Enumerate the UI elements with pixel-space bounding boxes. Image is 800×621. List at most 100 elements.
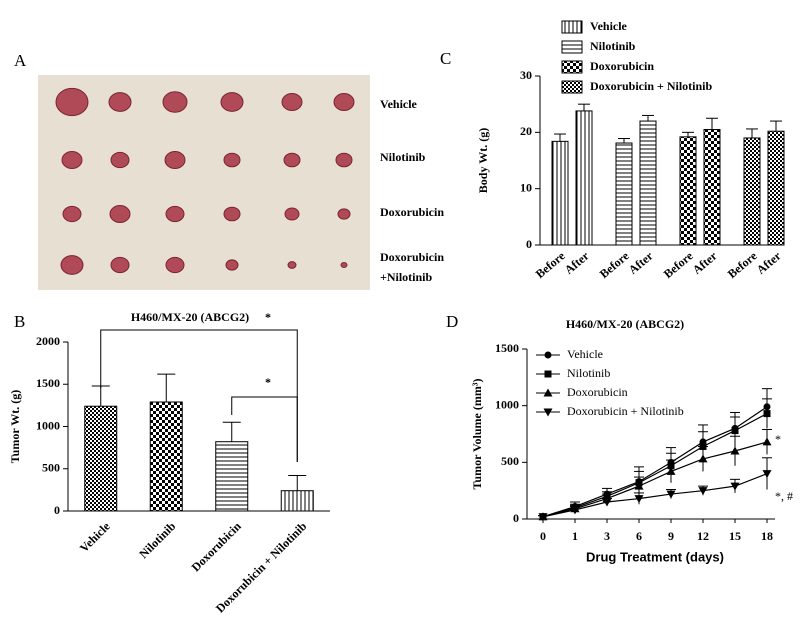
tumor xyxy=(225,259,239,271)
tumor xyxy=(110,256,130,274)
marker xyxy=(634,481,644,490)
marker xyxy=(543,408,553,417)
x-tick-label: 12 xyxy=(697,529,709,543)
x-tick-label: After xyxy=(690,248,720,277)
y-tick-label: 30 xyxy=(520,68,532,82)
legend-label: Nilotinib xyxy=(567,366,610,380)
x-tick-label: After xyxy=(754,248,784,277)
marker xyxy=(570,506,580,515)
bar xyxy=(639,120,657,246)
x-tick-label: After xyxy=(562,248,592,277)
x-tick-label: Vehicle xyxy=(77,519,113,555)
panel-label: A xyxy=(14,51,27,70)
marker xyxy=(544,351,552,359)
row-label: Vehicle xyxy=(380,97,418,111)
tumor xyxy=(165,256,185,274)
y-tick-label: 0 xyxy=(526,237,532,251)
bar xyxy=(84,405,118,512)
marker xyxy=(634,495,644,504)
y-axis-label: Tumor Volume (mm³) xyxy=(470,379,484,490)
tumor xyxy=(287,261,297,269)
tumor xyxy=(108,92,132,112)
tumor xyxy=(335,152,353,168)
tumor xyxy=(337,208,351,220)
marker xyxy=(730,482,740,491)
annotation: * xyxy=(265,310,271,324)
marker xyxy=(538,513,548,522)
tumor xyxy=(61,151,83,169)
bar xyxy=(703,129,721,246)
y-tick-label: 1500 xyxy=(495,341,519,355)
chart-title: H460/MX-20 (ABCG2) xyxy=(566,317,684,331)
x-tick-label: 9 xyxy=(668,529,674,543)
tumor-photo xyxy=(55,87,355,275)
tumor xyxy=(165,205,185,223)
bar xyxy=(575,110,593,246)
y-axis-label: Tumor Wt. (g) xyxy=(8,390,22,463)
tumor xyxy=(223,206,241,222)
tumor xyxy=(283,152,301,168)
significance-bracket xyxy=(100,329,298,462)
marker xyxy=(666,490,676,499)
legend-label: Doxorubicin xyxy=(567,385,628,399)
y-tick-label: 0 xyxy=(513,511,519,525)
significance-bracket xyxy=(231,396,298,462)
marker xyxy=(763,410,771,418)
tumor xyxy=(110,151,130,169)
tumor xyxy=(164,151,186,169)
x-tick-label: Nilotinib xyxy=(136,519,178,561)
series-line xyxy=(542,473,768,518)
panel-label: C xyxy=(440,49,451,68)
legend-swatch xyxy=(561,60,583,74)
photo-background xyxy=(38,75,370,290)
x-tick-label: 18 xyxy=(761,529,773,543)
tumor xyxy=(62,205,82,223)
legend-swatch xyxy=(561,20,583,34)
tumor xyxy=(55,87,89,117)
x-tick-label: 6 xyxy=(636,529,642,543)
x-tick-label: 3 xyxy=(604,529,610,543)
series-line xyxy=(542,413,768,518)
tumor xyxy=(281,93,303,111)
annotation: * xyxy=(775,432,781,446)
bar xyxy=(767,130,785,246)
legend-label: Doxorubicin xyxy=(590,59,654,73)
x-tick-label: 0 xyxy=(540,529,546,543)
tumor xyxy=(284,207,300,221)
chart-title: H460/MX-20 (ABCG2) xyxy=(131,310,249,324)
tumor xyxy=(223,152,241,168)
bar xyxy=(679,136,697,246)
y-tick-label: 0 xyxy=(54,503,60,517)
annotation: *, # xyxy=(775,489,793,503)
y-tick-label: 500 xyxy=(501,454,519,468)
legend-label: Vehicle xyxy=(590,19,628,33)
marker xyxy=(730,446,740,455)
tumor xyxy=(220,92,244,112)
marker xyxy=(762,470,772,479)
panel-label: B xyxy=(14,312,25,331)
row-label: Doxorubicin xyxy=(380,205,444,219)
x-tick-label: After xyxy=(626,248,656,277)
row-label: +Nilotinib xyxy=(380,270,433,284)
tumor xyxy=(340,261,348,269)
y-tick-label: 2000 xyxy=(36,334,60,348)
marker xyxy=(698,454,708,463)
series-line xyxy=(542,406,768,518)
x-tick-label: 15 xyxy=(729,529,741,543)
row-label: Doxorubicin xyxy=(380,250,444,264)
bar xyxy=(743,137,761,246)
legend-label: Doxorubicin + Nilotinib xyxy=(590,79,713,93)
y-tick-label: 1000 xyxy=(36,418,60,432)
row-label: Nilotinib xyxy=(380,150,426,164)
legend-label: Vehicle xyxy=(567,347,603,361)
bar xyxy=(551,140,569,246)
legend-swatch xyxy=(561,40,583,54)
x-axis-label: Drug Treatment (days) xyxy=(586,549,724,564)
y-tick-label: 1000 xyxy=(495,397,519,411)
marker xyxy=(698,487,708,496)
x-tick-label: Doxorubicin xyxy=(189,519,244,574)
y-tick-label: 20 xyxy=(520,124,532,138)
marker xyxy=(602,498,612,507)
y-tick-label: 500 xyxy=(42,461,60,475)
